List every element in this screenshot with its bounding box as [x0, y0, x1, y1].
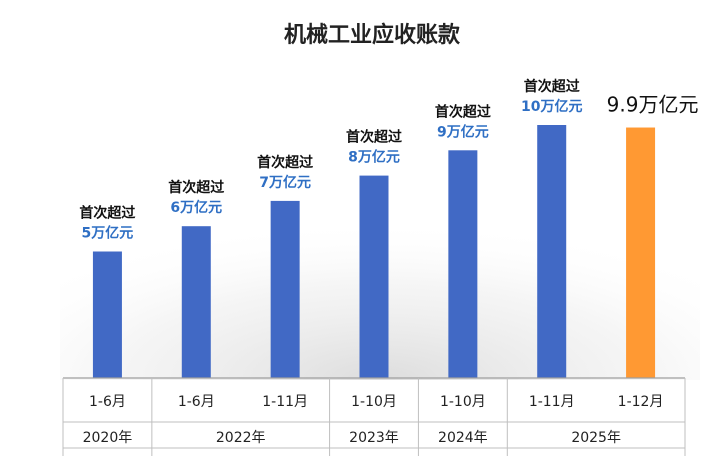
- bar-5: [448, 150, 478, 378]
- annotation-line1-6: 首次超过: [524, 78, 580, 95]
- category-label-4: 1-10月: [351, 394, 397, 410]
- bar-6: [537, 125, 567, 378]
- bar-7: [626, 127, 656, 378]
- annotation-line2-5: 9万亿元: [437, 123, 489, 140]
- bar-1: [92, 251, 122, 378]
- year-label-1: 2020年: [83, 430, 133, 446]
- annotation-line1-3: 首次超过: [257, 154, 313, 171]
- annotation-line2-1: 5万亿元: [82, 225, 134, 242]
- annotations: 首次超过5万亿元首次超过6万亿元首次超过7万亿元首次超过8万亿元首次超过9万亿元…: [79, 78, 698, 242]
- annotation-line1-4: 首次超过: [346, 129, 402, 146]
- category-label-7: 1-12月: [618, 394, 664, 410]
- category-label-3: 1-11月: [262, 394, 308, 410]
- annotation-line2-6: 10万亿元: [521, 98, 582, 115]
- axis-table: 1-6月 1-6月 1-11月 1-10月 1-10月 1-11月 1-12月 2020年 20…: [62, 377, 686, 456]
- annotation-value-7: 9.9万亿元: [607, 93, 699, 117]
- category-label-1: 1-6月: [89, 394, 126, 410]
- bar-3: [270, 200, 300, 378]
- annotation-line1-2: 首次超过: [168, 179, 224, 196]
- bar-4: [359, 175, 389, 378]
- annotation-line2-4: 8万亿元: [348, 149, 400, 166]
- category-label-6: 1-11月: [529, 394, 575, 410]
- bars: [92, 125, 656, 378]
- year-label-3: 2023年: [349, 430, 399, 446]
- category-label-2: 1-6月: [178, 394, 215, 410]
- year-label-4: 2024年: [438, 430, 488, 446]
- annotation-line2-3: 7万亿元: [259, 174, 311, 191]
- chart-title: 机械工业应收账款: [284, 22, 461, 48]
- bar-2: [181, 226, 211, 378]
- year-label-5: 2025年: [571, 430, 621, 446]
- annotation-line2-2: 6万亿元: [170, 199, 222, 216]
- year-label-2: 2022年: [216, 430, 266, 446]
- annotation-line1-1: 首次超过: [79, 205, 135, 222]
- annotation-line1-5: 首次超过: [435, 103, 491, 120]
- category-label-5: 1-10月: [440, 394, 486, 410]
